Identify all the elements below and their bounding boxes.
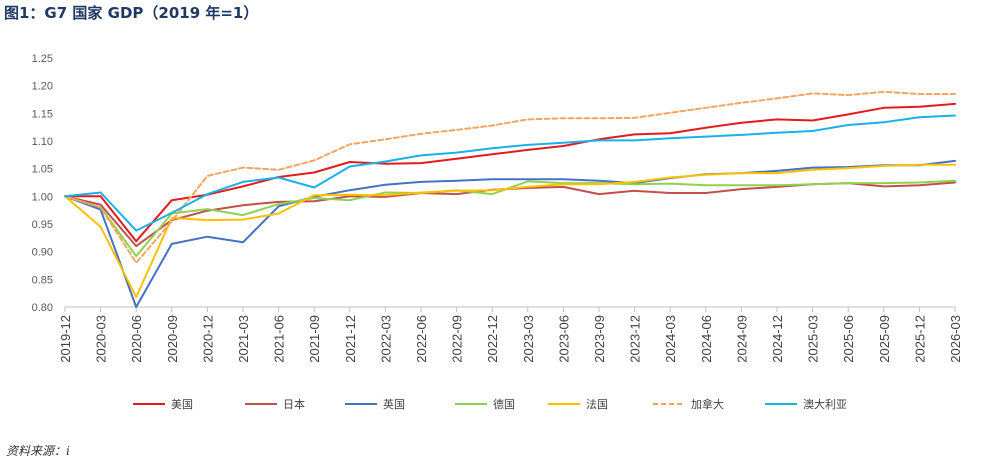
legend-label: 澳大利亚 [803, 397, 847, 411]
y-tick-label: 0.80 [32, 302, 53, 314]
x-tick-label: 2019-12 [58, 315, 73, 363]
y-tick-label: 0.90 [32, 247, 53, 259]
y-tick-label: 1.00 [32, 191, 53, 203]
series-line-5 [64, 90, 956, 264]
series-line-4 [64, 163, 956, 298]
y-tick-label: 1.15 [32, 108, 53, 120]
x-axis: 2019-12 2020-03 2020-06 2020-09 2020-12 2021-… [58, 306, 963, 363]
x-tick-label: 2022-06 [414, 315, 429, 363]
x-tick-label: 2024-06 [699, 315, 714, 363]
x-tick-label: 2021-03 [236, 315, 251, 363]
series-line-0 [64, 102, 956, 243]
x-tick-label: 2022-12 [485, 315, 500, 363]
y-tick-label: 0.95 [32, 219, 53, 231]
legend-label: 英国 [383, 397, 405, 411]
x-tick-label: 2025-03 [806, 315, 821, 363]
x-tick-label: 2021-06 [272, 315, 287, 363]
x-tick-label: 2025-06 [841, 315, 856, 363]
legend-label: 法国 [586, 397, 608, 411]
series-line-1 [64, 181, 956, 248]
y-tick-label: 1.25 [32, 53, 53, 65]
legend-label: 德国 [493, 397, 515, 411]
x-tick-label: 2023-09 [592, 315, 607, 363]
legend-label: 日本 [283, 397, 305, 411]
x-tick-label: 2022-09 [450, 315, 465, 363]
x-tick-label: 2024-12 [770, 315, 785, 363]
x-tick-label: 2023-06 [556, 315, 571, 363]
x-tick-label: 2020-06 [129, 315, 144, 363]
x-tick-label: 2022-03 [378, 315, 393, 363]
x-tick-label: 2023-12 [628, 315, 643, 363]
x-tick-label: 2020-12 [200, 315, 215, 363]
x-tick-label: 2025-09 [877, 315, 892, 363]
x-tick-label: 2020-09 [165, 315, 180, 363]
legend-label: 加拿大 [691, 397, 724, 411]
legend-label: 美国 [171, 398, 193, 411]
series-line-3 [64, 179, 956, 258]
x-tick-label: 2024-03 [663, 315, 678, 363]
x-tick-label: 2024-09 [734, 315, 749, 363]
y-tick-label: 1.10 [32, 136, 53, 148]
x-tick-label: 2021-09 [307, 315, 322, 363]
line-chart: 0.80 0.85 0.90 0.95 1.00 1.05 1.10 1.15 1.20 1.25… [32, 53, 963, 411]
y-tick-label: 1.05 [32, 164, 53, 176]
series-lines [64, 90, 956, 308]
legend: 美国 日本 英国 德国 法国 加拿大 澳大利亚 [133, 397, 847, 411]
x-tick-label: 2021-12 [343, 315, 358, 363]
series-line-6 [64, 114, 956, 232]
x-tick-label: 2020-03 [94, 315, 109, 363]
x-tick-label: 2025-12 [912, 315, 927, 363]
series-line-2 [64, 159, 956, 308]
y-tick-label: 0.85 [32, 274, 53, 286]
x-tick-label: 2023-03 [521, 315, 536, 363]
y-axis: 0.80 0.85 0.90 0.95 1.00 1.05 1.10 1.15 1.20 1.25 [32, 53, 53, 314]
chart-title: 图1：G7 国家 GDP（2019 年=1） [4, 4, 259, 22]
y-tick-label: 1.20 [32, 81, 53, 93]
source-note: 资料来源：i [6, 444, 70, 458]
x-tick-label: 2026-03 [948, 315, 963, 363]
